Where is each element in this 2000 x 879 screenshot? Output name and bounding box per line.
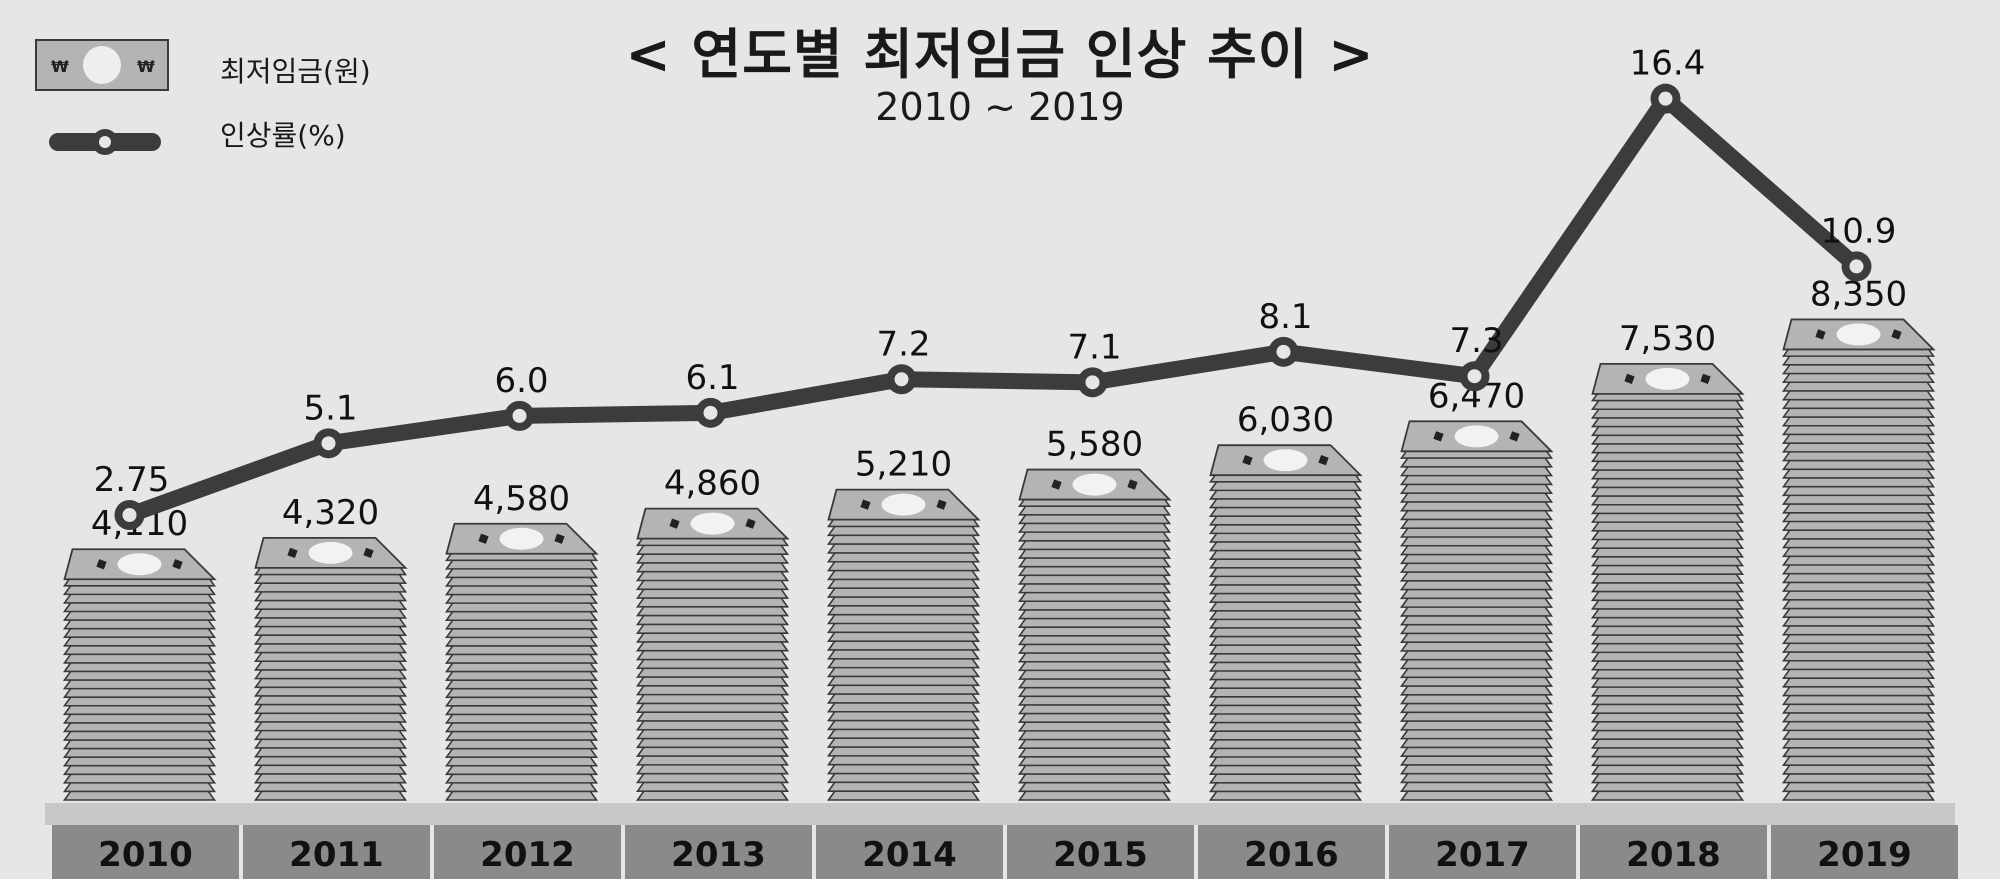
axis-band-segment bbox=[1771, 825, 1958, 879]
bar-2017 bbox=[1399, 420, 1554, 801]
bar-2019 bbox=[1781, 318, 1936, 801]
x-tick-label: 2016 bbox=[1244, 835, 1339, 875]
rate-value-label: 7.2 bbox=[876, 324, 930, 364]
banknote-icon: ₩ ₩ bbox=[35, 39, 169, 91]
chart-title: < 연도별 최저임금 인상 추이 > bbox=[625, 23, 1375, 86]
rate-value-label: 8.1 bbox=[1258, 297, 1312, 337]
chart-subtitle: 2010 ~ 2019 bbox=[875, 85, 1125, 129]
bar-2016 bbox=[1208, 444, 1363, 801]
banknote-portrait bbox=[1454, 425, 1499, 448]
rate-point-hole bbox=[1467, 369, 1482, 384]
rate-point-hole bbox=[703, 405, 718, 420]
rate-value-label: 6.1 bbox=[685, 358, 739, 398]
rate-point-hole bbox=[512, 408, 527, 423]
rate-point-hole bbox=[321, 436, 336, 451]
banknote-portrait bbox=[308, 541, 353, 564]
banknote-portrait bbox=[1836, 323, 1881, 346]
bar-2013 bbox=[635, 507, 790, 801]
axis-band-segment bbox=[434, 825, 621, 879]
banknote-portrait bbox=[1072, 473, 1117, 496]
banknote-portrait bbox=[881, 493, 926, 516]
rate-point-hole bbox=[1085, 375, 1100, 390]
axis-band-segment bbox=[52, 825, 239, 879]
bar-2012 bbox=[444, 522, 599, 801]
axis-band-segment bbox=[1580, 825, 1767, 879]
banknote-portrait bbox=[690, 512, 735, 535]
x-tick-label: 2014 bbox=[862, 835, 957, 875]
bar-value-label: 4,580 bbox=[473, 479, 570, 519]
rate-line bbox=[121, 90, 1865, 523]
x-tick-label: 2011 bbox=[289, 835, 384, 875]
banknote-portrait bbox=[499, 527, 544, 550]
rate-value-label: 10.9 bbox=[1821, 211, 1897, 251]
svg-text:₩: ₩ bbox=[51, 57, 69, 76]
legend: ₩ ₩ bbox=[35, 39, 169, 155]
axis-band-segment bbox=[1389, 825, 1576, 879]
rate-value-label: 6.0 bbox=[494, 361, 548, 401]
x-tick-label: 2015 bbox=[1053, 835, 1148, 875]
x-tick-label: 2019 bbox=[1817, 835, 1912, 875]
bar-value-label: 6,030 bbox=[1237, 400, 1334, 440]
rate-point-hole bbox=[1849, 259, 1864, 274]
bar-value-label: 5,580 bbox=[1046, 425, 1143, 465]
legend-wage-label: 최저임금(원) bbox=[220, 55, 371, 88]
x-axis: 2010 2011 2012 2013 2014 2015 2016 2017 2018 2019 bbox=[45, 803, 1958, 879]
rate-value-label: 5.1 bbox=[303, 388, 357, 428]
axis-band-segment bbox=[1007, 825, 1194, 879]
svg-text:₩: ₩ bbox=[137, 57, 155, 76]
banknote-portrait bbox=[1263, 449, 1308, 472]
legend-rate-label: 인상률(%) bbox=[220, 119, 346, 152]
rate-value-label: 2.75 bbox=[94, 460, 170, 500]
rate-point-hole bbox=[1658, 91, 1673, 106]
x-tick-label: 2018 bbox=[1626, 835, 1721, 875]
rate-point-hole bbox=[122, 508, 137, 522]
x-tick-label: 2017 bbox=[1435, 835, 1530, 875]
x-tick-label: 2010 bbox=[98, 835, 193, 875]
bar-value-label: 5,210 bbox=[855, 445, 952, 485]
bar-2011 bbox=[253, 536, 408, 801]
bar-2014 bbox=[826, 488, 981, 801]
axis-band-segment bbox=[816, 825, 1003, 879]
rate-point-hole bbox=[1276, 344, 1291, 359]
rate-value-label: 7.3 bbox=[1449, 321, 1503, 361]
bar-2015 bbox=[1017, 468, 1172, 801]
line-series-rate: 2.75 5.1 6.0 6.1 7.2 7.1 8.1 7.3 16.4 10.9 bbox=[94, 44, 1897, 530]
bar-2018 bbox=[1590, 362, 1745, 801]
axis-band-segment bbox=[625, 825, 812, 879]
line-marker-icon bbox=[49, 129, 161, 155]
banknote-portrait bbox=[1645, 367, 1690, 390]
bar-series-wage: 4,1104,3204,5804,8605,2105,5806,0306,470… bbox=[62, 274, 1936, 801]
bar-2010 bbox=[62, 548, 217, 801]
bar-value-label: 4,320 bbox=[282, 493, 379, 533]
bar-value-label: 7,530 bbox=[1619, 319, 1716, 359]
x-tick-label: 2012 bbox=[480, 835, 575, 875]
bar-value-label: 4,860 bbox=[664, 464, 761, 504]
banknote-portrait bbox=[117, 553, 162, 576]
rate-value-label: 7.1 bbox=[1067, 327, 1121, 367]
axis-band-segment bbox=[1198, 825, 1385, 879]
x-tick-label: 2013 bbox=[671, 835, 766, 875]
axis-shelf bbox=[45, 803, 1955, 825]
rate-point-hole bbox=[894, 372, 909, 387]
axis-band-segment bbox=[243, 825, 430, 879]
rate-value-label: 16.4 bbox=[1630, 44, 1706, 84]
